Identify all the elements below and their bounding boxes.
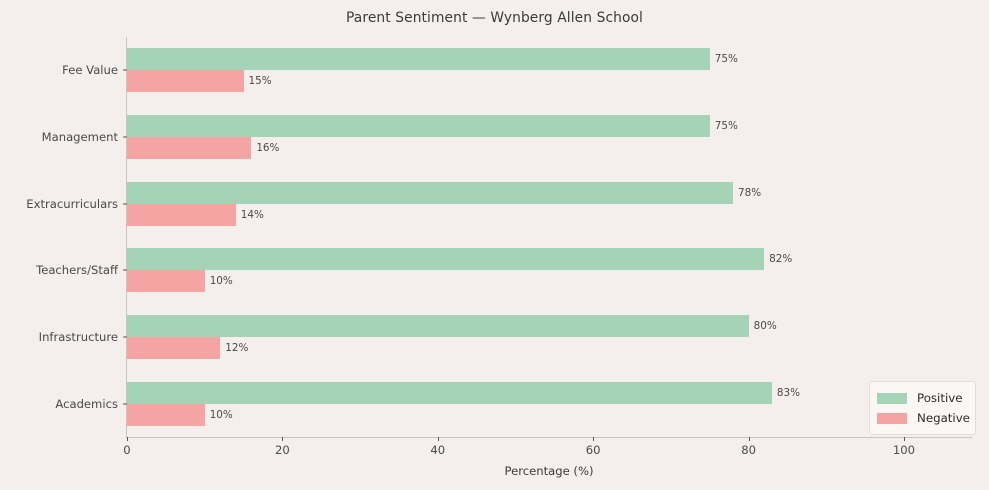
y-axis-label-teachers-staff: Teachers/Staff [36,263,118,278]
bar-value-label: 16% [256,142,280,154]
legend-label-positive: Positive [917,391,963,405]
bar-positive[interactable]: 75% [127,115,738,137]
x-tick-mark [437,437,439,441]
y-tick-mark [123,203,127,205]
x-tick-label: 0 [123,443,131,457]
x-axis-spine [126,437,972,438]
bar-value-label: 80% [753,320,777,332]
x-tick-mark [127,437,128,441]
bar-negative[interactable]: 16% [127,137,279,159]
x-tick-label: 100 [892,443,916,457]
bar-value-label: 15% [248,75,272,88]
bar-value-label: 83% [776,386,801,399]
legend-item-positive[interactable]: Positive [877,388,967,408]
legend-item-negative[interactable]: Negative [877,408,970,428]
bar-negative[interactable]: 14% [127,203,264,226]
x-tick-label: 60 [585,443,601,457]
x-tick-mark [282,437,284,441]
x-tick-mark [748,437,750,441]
y-axis-label-management: Management [41,130,118,144]
bar-positive[interactable]: 78% [127,181,761,204]
x-axis-label: Percentage (%) [504,464,594,478]
x-tick-label: 80 [741,443,756,457]
x-tick-mark [593,437,595,441]
bar-negative[interactable]: 12% [127,337,248,359]
bar-negative[interactable]: 15% [127,70,272,93]
legend-swatch-negative-icon [877,412,907,424]
bar-positive[interactable]: 82% [127,248,792,271]
bar-value-label: 10% [209,275,233,288]
y-tick-mark [123,403,127,405]
bar-negative[interactable]: 10% [127,403,233,426]
y-tick-mark [123,69,127,71]
x-tick-label: 40 [430,443,446,457]
bar-value-label: 12% [225,342,249,354]
chart-title: Parent Sentiment — Wynberg Allen School [346,10,643,26]
legend-swatch-positive-icon [877,392,907,404]
chart-legend: Positive Negative [869,381,976,435]
x-tick-label: 20 [275,443,290,457]
bar-value-label: 78% [738,186,762,199]
bar-value-label: 75% [714,53,738,66]
bar-positive[interactable]: 80% [127,315,777,337]
bar-value-label: 10% [209,408,233,421]
y-axis-label-infrastructure: Infrastructure [38,330,118,344]
bar-positive[interactable]: 75% [127,48,738,71]
bar-negative[interactable]: 10% [127,270,233,293]
y-axis-label-academics: Academics [55,396,118,411]
bar-value-label: 14% [240,208,264,221]
y-axis-spine [126,37,127,437]
y-tick-mark [123,336,127,338]
legend-label-negative: Negative [917,411,970,425]
y-axis-label-fee-value: Fee Value [62,63,118,78]
x-tick-mark [904,437,905,441]
bar-value-label: 82% [769,253,793,266]
y-axis-label-extracurriculars: Extracurriculars [26,196,118,211]
y-tick-mark [123,136,127,138]
y-tick-mark [123,269,127,271]
bar-positive[interactable]: 83% [127,381,800,404]
plot-area: Fee Value 75% 15% Management 75% 16% Extracurr… [26,37,904,437]
bar-value-label: 75% [714,120,738,132]
